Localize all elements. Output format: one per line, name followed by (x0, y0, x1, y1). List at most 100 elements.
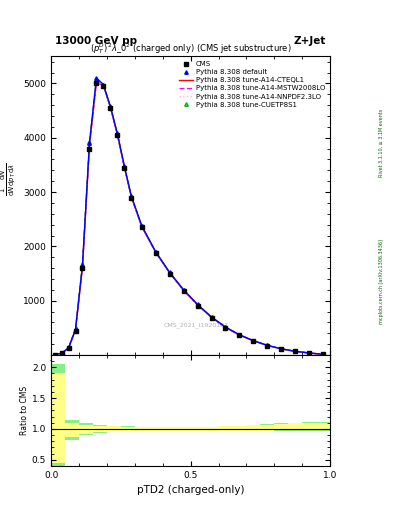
Line: Pythia 8.308 tune-A14-CTEQL1: Pythia 8.308 tune-A14-CTEQL1 (55, 82, 323, 355)
X-axis label: pTD2 (charged-only): pTD2 (charged-only) (137, 485, 244, 495)
Pythia 8.308 tune-CUETP8S1 (129, 194, 134, 200)
Pythia 8.308 tune-A14-MSTW2008LO (108, 104, 113, 110)
Pythia 8.308 default (293, 348, 298, 354)
Text: Rivet 3.1.10, ≥ 3.1M events: Rivet 3.1.10, ≥ 3.1M events (379, 109, 384, 178)
Pythia 8.308 default (195, 302, 200, 308)
Pythia 8.308 tune-A14-MSTW2008LO (101, 82, 106, 89)
Pythia 8.308 tune-A14-NNPDF2.3LO (153, 249, 158, 255)
Pythia 8.308 tune-A14-CTEQL1 (101, 82, 106, 89)
Pythia 8.308 default (87, 140, 92, 146)
CMS (293, 348, 298, 354)
Pythia 8.308 default (101, 81, 106, 88)
Pythia 8.308 tune-A14-MSTW2008LO (94, 79, 99, 85)
Pythia 8.308 default (52, 352, 57, 358)
Pythia 8.308 default (73, 326, 78, 332)
Pythia 8.308 tune-A14-CTEQL1 (223, 324, 228, 330)
Pythia 8.308 tune-A14-CTEQL1 (94, 79, 99, 86)
Pythia 8.308 tune-A14-MSTW2008LO (66, 345, 71, 351)
Pythia 8.308 tune-CUETP8S1 (307, 350, 312, 356)
CMS (307, 350, 312, 356)
Pythia 8.308 tune-A14-NNPDF2.3LO (101, 82, 106, 89)
Pythia 8.308 tune-CUETP8S1 (108, 104, 113, 110)
Pythia 8.308 default (80, 262, 85, 268)
Pythia 8.308 tune-CUETP8S1 (251, 337, 256, 344)
Pythia 8.308 tune-A14-CTEQL1 (52, 352, 57, 358)
Pythia 8.308 tune-CUETP8S1 (59, 350, 64, 356)
Pythia 8.308 tune-A14-MSTW2008LO (52, 352, 57, 358)
Line: Pythia 8.308 default: Pythia 8.308 default (53, 76, 325, 356)
Pythia 8.308 tune-CUETP8S1 (167, 270, 172, 276)
Pythia 8.308 tune-A14-MSTW2008LO (73, 327, 78, 333)
Pythia 8.308 tune-A14-MSTW2008LO (321, 351, 325, 357)
Pythia 8.308 tune-CUETP8S1 (181, 287, 186, 293)
Text: Z+Jet: Z+Jet (294, 35, 326, 46)
Pythia 8.308 tune-CUETP8S1 (87, 139, 92, 145)
Pythia 8.308 tune-A14-CTEQL1 (293, 348, 298, 354)
CMS (265, 343, 270, 349)
Line: Pythia 8.308 tune-CUETP8S1: Pythia 8.308 tune-CUETP8S1 (53, 77, 325, 356)
Text: $\frac{1}{\mathrm{d}N}\frac{\mathrm{d}N}{\mathrm{d}p_T\,\mathrm{d}\lambda}$: $\frac{1}{\mathrm{d}N}\frac{\mathrm{d}N}… (0, 162, 18, 196)
CMS (129, 195, 134, 201)
CMS (94, 80, 99, 87)
CMS (80, 265, 85, 271)
Pythia 8.308 default (223, 324, 228, 330)
Pythia 8.308 default (321, 351, 325, 357)
CMS (237, 332, 242, 338)
Pythia 8.308 tune-A14-MSTW2008LO (87, 142, 92, 148)
Legend: CMS, Pythia 8.308 default, Pythia 8.308 tune-A14-CTEQL1, Pythia 8.308 tune-A14-M: CMS, Pythia 8.308 default, Pythia 8.308 … (178, 60, 327, 109)
Pythia 8.308 tune-A14-NNPDF2.3LO (108, 104, 113, 110)
Pythia 8.308 default (209, 314, 214, 320)
CMS (115, 132, 120, 138)
Pythia 8.308 tune-A14-CTEQL1 (181, 287, 186, 293)
CMS (66, 346, 71, 352)
CMS (108, 105, 113, 111)
CMS (101, 83, 106, 89)
Pythia 8.308 tune-A14-CTEQL1 (87, 143, 92, 149)
Pythia 8.308 tune-A14-MSTW2008LO (122, 164, 127, 170)
CMS (321, 351, 325, 357)
Pythia 8.308 tune-A14-CTEQL1 (115, 132, 120, 138)
Pythia 8.308 default (265, 342, 270, 348)
Text: mcplots.cern.ch [arXiv:1306.3436]: mcplots.cern.ch [arXiv:1306.3436] (379, 239, 384, 324)
Pythia 8.308 tune-A14-NNPDF2.3LO (279, 346, 284, 352)
Pythia 8.308 tune-A14-NNPDF2.3LO (321, 351, 325, 357)
Pythia 8.308 tune-A14-MSTW2008LO (237, 332, 242, 338)
CMS (209, 315, 214, 321)
Pythia 8.308 tune-A14-MSTW2008LO (181, 287, 186, 293)
Pythia 8.308 tune-A14-NNPDF2.3LO (66, 345, 71, 351)
Pythia 8.308 tune-A14-MSTW2008LO (307, 350, 312, 356)
Pythia 8.308 tune-A14-NNPDF2.3LO (140, 224, 144, 230)
Pythia 8.308 tune-A14-CTEQL1 (167, 270, 172, 276)
Pythia 8.308 tune-CUETP8S1 (94, 76, 99, 82)
Pythia 8.308 tune-A14-CTEQL1 (321, 351, 325, 357)
Pythia 8.308 default (66, 345, 71, 351)
Pythia 8.308 tune-A14-MSTW2008LO (279, 346, 284, 352)
Pythia 8.308 tune-CUETP8S1 (52, 352, 57, 358)
Pythia 8.308 tune-A14-CTEQL1 (129, 194, 134, 200)
Pythia 8.308 tune-A14-MSTW2008LO (293, 348, 298, 354)
Pythia 8.308 tune-A14-CTEQL1 (251, 338, 256, 344)
Pythia 8.308 tune-A14-MSTW2008LO (209, 314, 214, 321)
Y-axis label: Ratio to CMS: Ratio to CMS (20, 386, 29, 435)
Pythia 8.308 tune-CUETP8S1 (209, 314, 214, 321)
CMS (223, 325, 228, 331)
Pythia 8.308 tune-CUETP8S1 (73, 326, 78, 332)
Pythia 8.308 tune-A14-NNPDF2.3LO (94, 79, 99, 85)
Pythia 8.308 tune-A14-CTEQL1 (66, 345, 71, 351)
Pythia 8.308 tune-A14-NNPDF2.3LO (59, 350, 64, 356)
Pythia 8.308 tune-A14-MSTW2008LO (140, 223, 144, 229)
Pythia 8.308 tune-A14-NNPDF2.3LO (115, 132, 120, 138)
CMS (181, 288, 186, 294)
Pythia 8.308 default (115, 131, 120, 137)
Pythia 8.308 default (279, 346, 284, 352)
Pythia 8.308 tune-CUETP8S1 (153, 249, 158, 255)
Pythia 8.308 tune-A14-MSTW2008LO (167, 270, 172, 276)
Pythia 8.308 tune-CUETP8S1 (293, 348, 298, 354)
Pythia 8.308 tune-A14-NNPDF2.3LO (195, 302, 200, 308)
CMS (195, 303, 200, 309)
Pythia 8.308 tune-CUETP8S1 (195, 302, 200, 308)
Pythia 8.308 tune-A14-MSTW2008LO (195, 302, 200, 308)
CMS (52, 352, 57, 358)
CMS (279, 346, 284, 352)
Pythia 8.308 tune-A14-MSTW2008LO (223, 324, 228, 330)
